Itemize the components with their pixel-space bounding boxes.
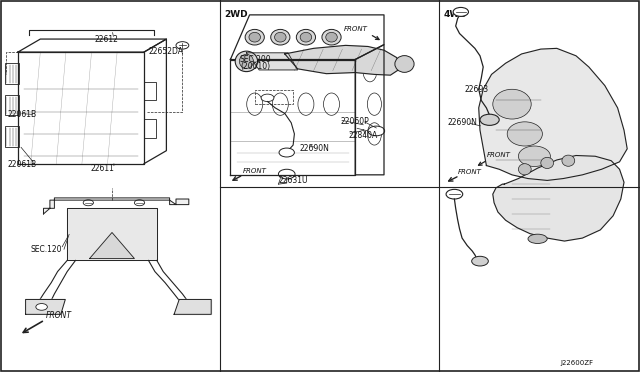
Text: (20010): (20010) (240, 62, 270, 71)
Polygon shape (44, 198, 189, 214)
Circle shape (453, 7, 468, 16)
Ellipse shape (296, 29, 316, 45)
Text: FRONT: FRONT (344, 26, 367, 32)
Text: 4WD: 4WD (444, 10, 467, 19)
Circle shape (368, 126, 385, 136)
Text: 22060P: 22060P (340, 117, 369, 126)
Ellipse shape (493, 89, 531, 119)
Bar (144, 82, 156, 100)
Text: 22061B: 22061B (8, 160, 37, 169)
Ellipse shape (507, 122, 543, 146)
Polygon shape (174, 299, 211, 314)
Ellipse shape (326, 32, 337, 42)
Text: 22693: 22693 (465, 85, 489, 94)
Bar (255, 90, 293, 104)
Text: 22652DA: 22652DA (148, 47, 184, 56)
Circle shape (36, 304, 47, 310)
Bar (5, 126, 19, 147)
Polygon shape (67, 208, 157, 260)
Circle shape (480, 114, 499, 125)
Text: 22612: 22612 (95, 35, 118, 44)
Bar (5, 63, 19, 84)
Polygon shape (246, 53, 298, 70)
Circle shape (261, 94, 274, 102)
Ellipse shape (239, 54, 253, 68)
Ellipse shape (528, 234, 547, 244)
Text: FRONT: FRONT (46, 311, 72, 320)
Text: 22061B: 22061B (8, 110, 37, 119)
Polygon shape (479, 48, 627, 180)
Text: 22690N: 22690N (300, 144, 330, 153)
Circle shape (278, 169, 295, 179)
Text: 22840A: 22840A (349, 131, 378, 140)
Ellipse shape (249, 32, 260, 42)
Text: SEC.120: SEC.120 (31, 245, 62, 254)
Ellipse shape (322, 29, 341, 45)
Text: SEC.200: SEC.200 (240, 55, 271, 64)
Text: 22611: 22611 (91, 164, 115, 173)
Bar (144, 119, 156, 138)
Ellipse shape (271, 29, 290, 45)
Ellipse shape (236, 51, 258, 72)
Circle shape (472, 256, 488, 266)
Ellipse shape (562, 155, 575, 166)
Ellipse shape (245, 29, 264, 45)
Ellipse shape (300, 32, 312, 42)
Text: FRONT: FRONT (458, 169, 482, 175)
Polygon shape (493, 155, 624, 241)
Polygon shape (26, 299, 65, 314)
Polygon shape (90, 232, 134, 259)
Ellipse shape (518, 164, 531, 175)
Text: 2WD: 2WD (224, 10, 248, 19)
Polygon shape (285, 45, 400, 75)
Bar (5, 95, 19, 115)
Ellipse shape (541, 157, 554, 169)
Text: 22690N: 22690N (448, 118, 478, 127)
Text: FRONT: FRONT (243, 168, 267, 174)
Text: FRONT: FRONT (486, 153, 510, 158)
Text: J22600ZF: J22600ZF (560, 360, 593, 366)
Circle shape (279, 148, 294, 157)
Ellipse shape (518, 146, 550, 167)
Ellipse shape (395, 55, 414, 72)
Text: 22631U: 22631U (278, 176, 308, 185)
Circle shape (446, 189, 463, 199)
Ellipse shape (275, 32, 286, 42)
